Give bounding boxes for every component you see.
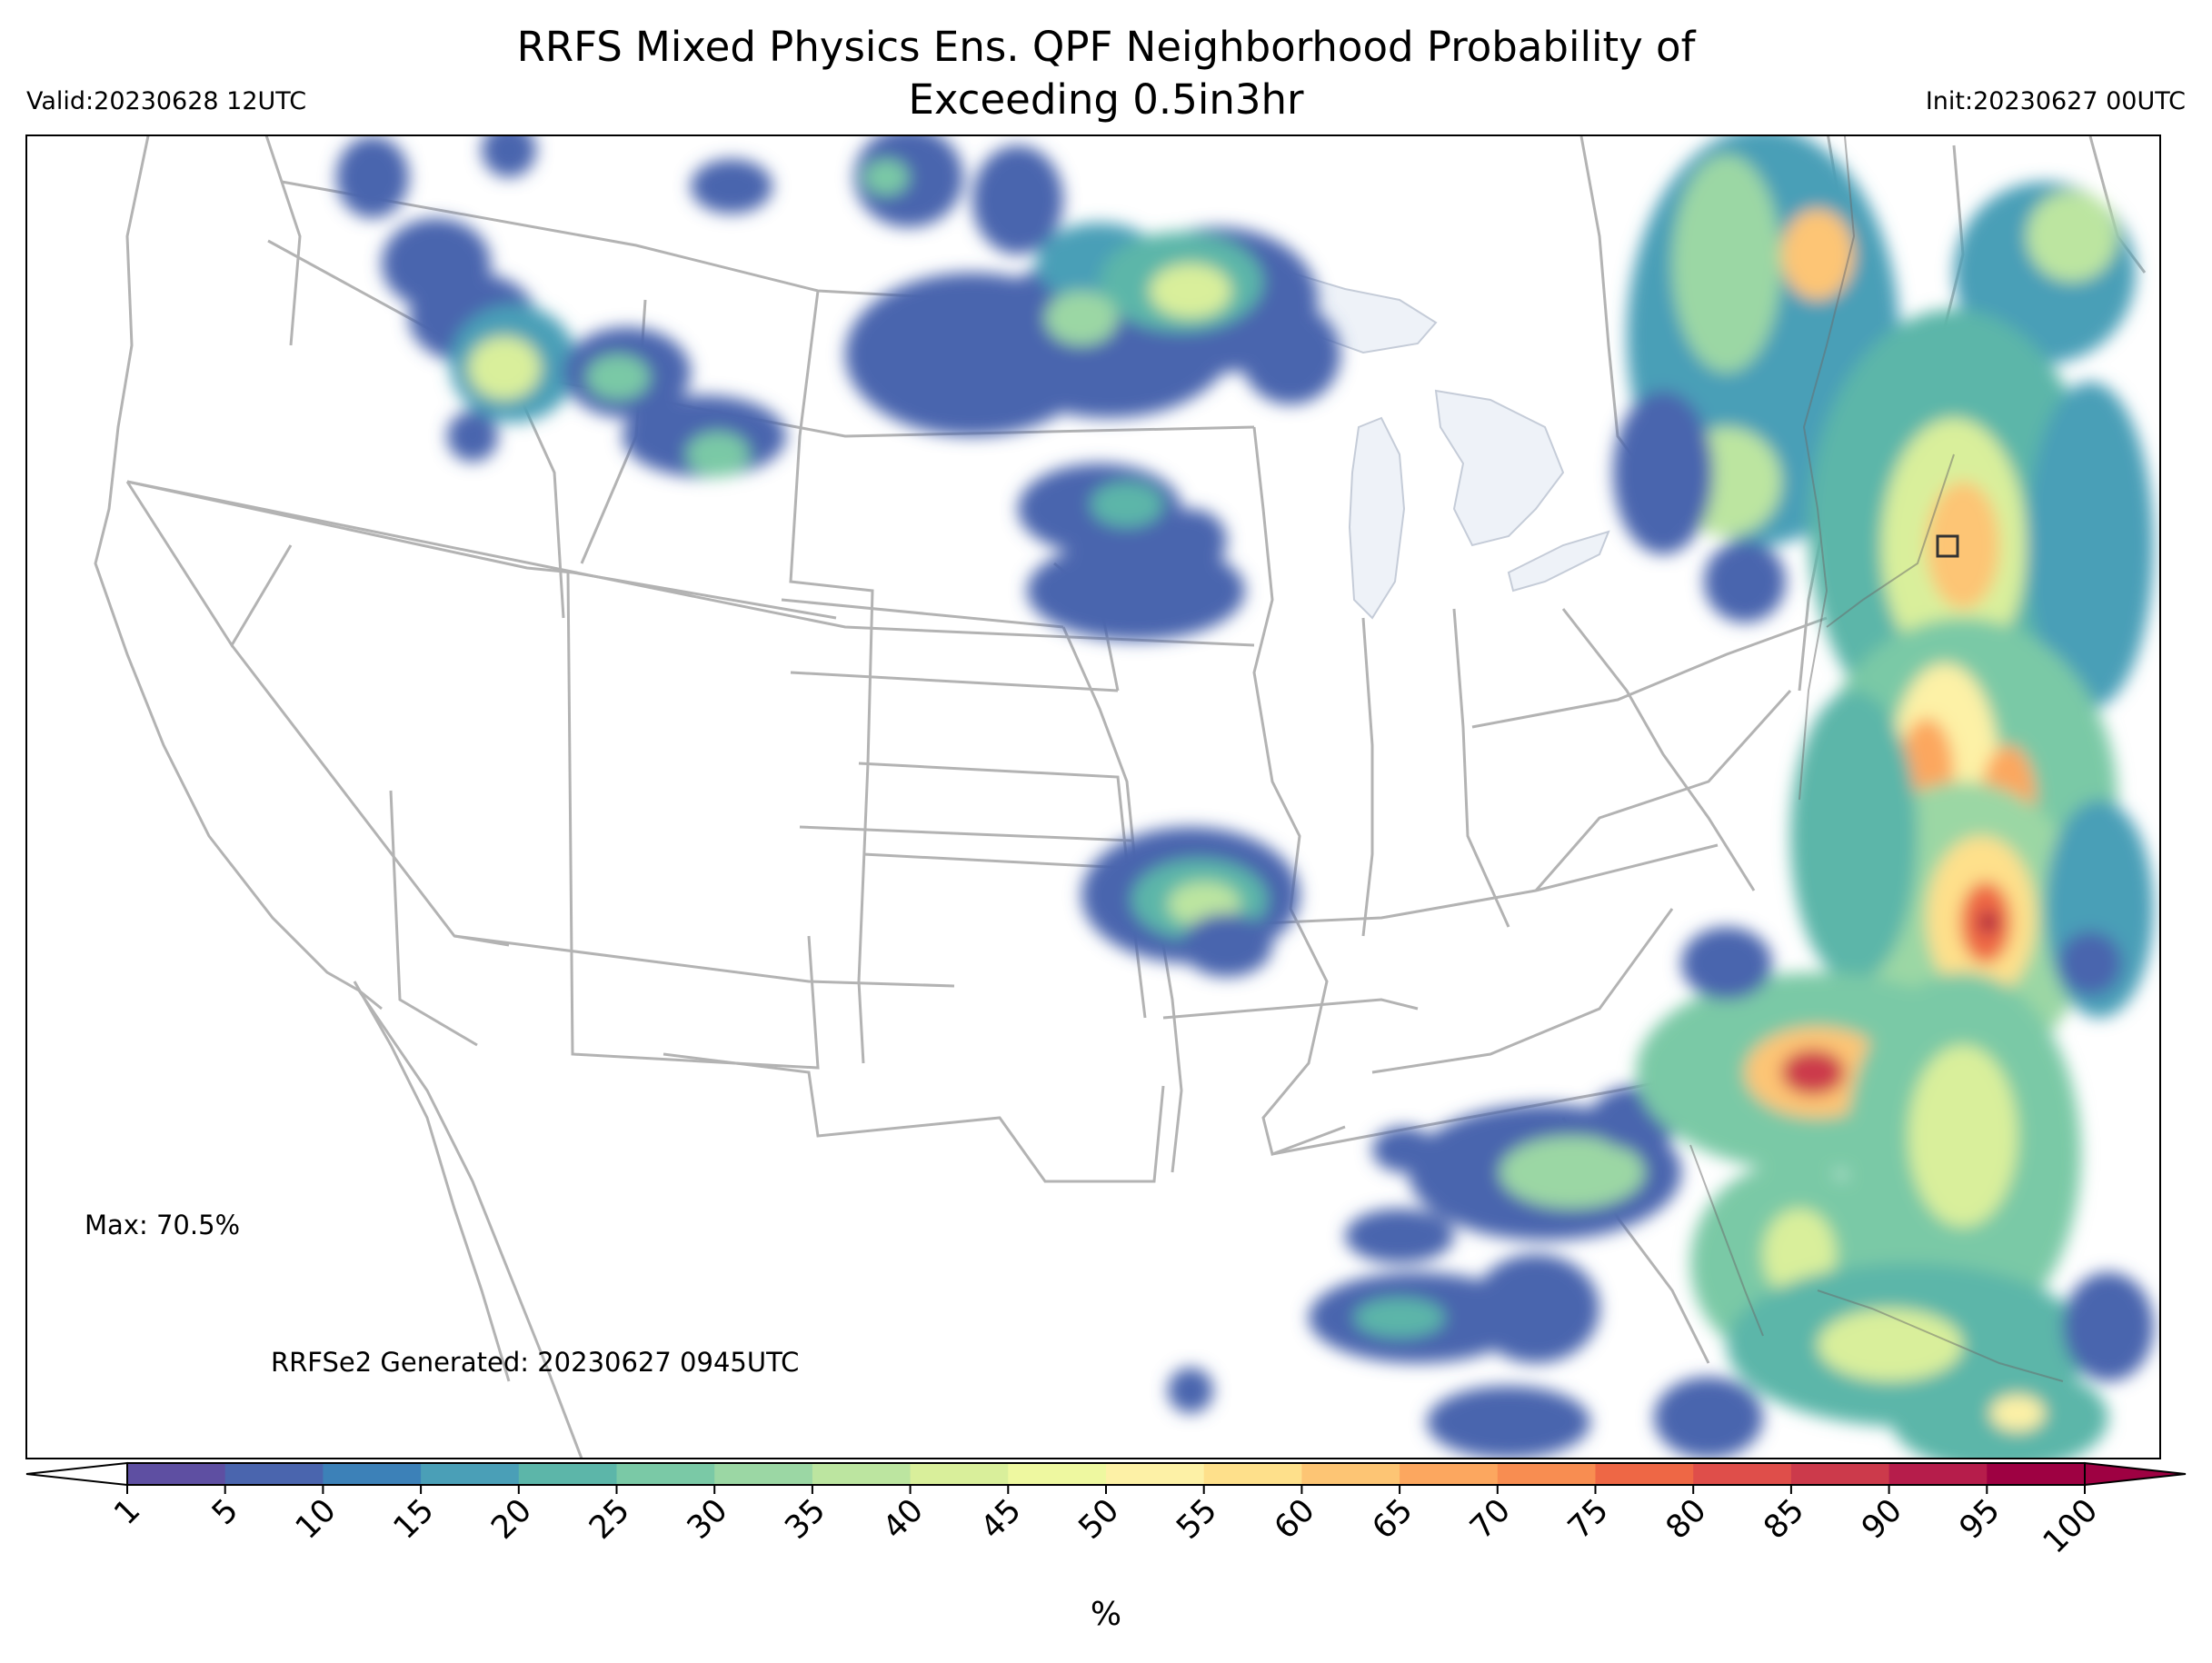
colorbar-tick-label: 5 <box>205 1492 245 1532</box>
gulf-cluster <box>1168 1086 1681 1459</box>
colorbar-segment <box>1693 1463 1792 1485</box>
eastern-band <box>1613 135 2154 1459</box>
colorbar-segment <box>421 1463 520 1485</box>
colorbar-over-extension <box>2084 1461 2187 1487</box>
colorbar-tick-label: 15 <box>387 1492 442 1547</box>
colorbar-under-extension <box>25 1461 128 1487</box>
colorbar-units: % <box>1090 1596 1122 1633</box>
map-title-line2: Exceeding 0.5in3hr <box>908 75 1304 124</box>
colorbar-tick-label: 45 <box>974 1492 1029 1547</box>
colorbar-tick-label: 35 <box>778 1492 832 1547</box>
nw-cluster <box>336 135 786 477</box>
colorbar-segment <box>1888 1463 1988 1485</box>
colorbar-segment <box>1400 1463 1499 1485</box>
colorbar-tick-label: 75 <box>1561 1492 1616 1547</box>
colorbar-segment <box>1301 1463 1400 1485</box>
coastline-overlay <box>1689 135 2064 1382</box>
colorbar-tick-label: 25 <box>583 1492 637 1547</box>
colorbar-tick-label: 50 <box>1072 1492 1127 1547</box>
colorbar-segment <box>616 1463 715 1485</box>
colorbar-segment <box>1987 1463 2086 1485</box>
colorbar-segment <box>1008 1463 1107 1485</box>
south-central-cluster <box>1081 827 1300 977</box>
colorbar-tick-label: 1 <box>107 1492 147 1532</box>
colorbar-segment <box>910 1463 1009 1485</box>
colorbar-segment <box>1790 1463 1890 1485</box>
great-lakes <box>1290 271 1610 620</box>
generated-label: RRFSe2 Generated: 20230627 0945UTC <box>271 1347 800 1378</box>
colorbar-segment <box>323 1463 422 1485</box>
colorbar-tick-label: 85 <box>1757 1492 1811 1547</box>
colorbar-segment <box>714 1463 813 1485</box>
colorbar-tick-label: 40 <box>876 1492 931 1547</box>
colorbar-segment <box>1203 1463 1302 1485</box>
map-frame <box>25 134 2161 1459</box>
colorbar-tick-label: 20 <box>484 1492 539 1547</box>
max-value-label: Max: 70.5% <box>85 1210 241 1240</box>
colorbar-segment <box>1106 1463 1205 1485</box>
map-title-line1: RRFS Mixed Physics Ens. QPF Neighborhood… <box>516 23 1696 71</box>
point-box-marker <box>1936 534 1959 558</box>
colorbar-tick-label: 90 <box>1855 1492 1909 1547</box>
colorbar-tick-label: 55 <box>1170 1492 1224 1547</box>
colorbar-segment <box>518 1463 617 1485</box>
colorbar-tick-label: 95 <box>1953 1492 2008 1547</box>
colorbar-tick-label: 100 <box>2037 1492 2106 1561</box>
colorbar-tick-label: 60 <box>1268 1492 1322 1547</box>
colorbar-segment <box>812 1463 912 1485</box>
colorbar-segment <box>1497 1463 1596 1485</box>
colorbar-tick-label: 10 <box>289 1492 344 1547</box>
map-area <box>26 135 2160 1459</box>
colorbar-segment <box>1595 1463 1694 1485</box>
probability-field <box>336 135 2154 1459</box>
valid-time: Valid:20230628 12UTC <box>26 87 307 115</box>
colorbar: 1 5 10 15 20 25 30 35 40 45 50 55 60 65 70 75 80 85 90 95 10… <box>25 1461 2187 1561</box>
colorbar-tick-label: 65 <box>1366 1492 1420 1547</box>
north-central-cluster <box>845 135 1340 641</box>
colorbar-tick-label: 80 <box>1659 1492 1714 1547</box>
colorbar-segment <box>127 1463 226 1485</box>
init-time: Init:20230627 00UTC <box>1925 87 2186 115</box>
colorbar-tick-label: 30 <box>681 1492 735 1547</box>
colorbar-tick-label: 70 <box>1463 1492 1518 1547</box>
colorbar-segment <box>224 1463 324 1485</box>
